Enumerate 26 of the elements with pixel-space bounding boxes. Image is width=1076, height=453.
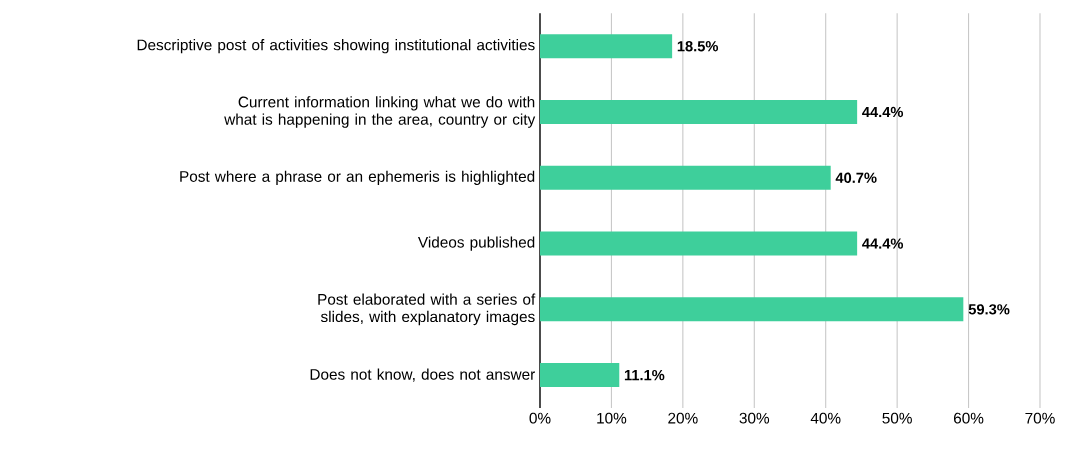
bar <box>540 99 858 124</box>
data-label: 11.1% <box>624 369 665 381</box>
data-label: 44.4% <box>862 238 904 249</box>
data-label: 59.3% <box>968 303 1010 315</box>
y-tick-label: Descriptive post of activities showing institutional activities <box>137 38 535 54</box>
data-label: 40.7% <box>835 172 877 183</box>
x-tick-label: 20% <box>668 412 698 424</box>
y-tick-label: Does not know, does not answer <box>310 368 535 382</box>
y-tick-label: Post elaborated with a series of slides, with explanatory images <box>318 293 536 325</box>
data-label: 18.5% <box>677 40 719 52</box>
y-tick-label: Videos published <box>417 236 535 251</box>
x-tick-label: 30% <box>739 412 770 424</box>
x-tick-label: 60% <box>953 412 984 424</box>
x-tick-label: 40% <box>810 412 841 424</box>
bar <box>540 362 620 387</box>
bar <box>540 231 858 256</box>
bar <box>540 34 673 59</box>
bar <box>540 165 831 190</box>
x-tick-label: 50% <box>882 412 912 424</box>
y-tick-label: Post where a phrase or an ephemeris is highlighted <box>180 170 535 185</box>
x-tick-label: 0% <box>529 412 551 424</box>
x-tick-label: 10% <box>597 412 627 424</box>
y-tick-label: Current information linking what we do with what is happening in the area, country or city <box>224 96 536 128</box>
x-tick-label: 70% <box>1025 412 1055 424</box>
bar <box>540 297 964 322</box>
data-label: 44.4% <box>862 106 904 117</box>
